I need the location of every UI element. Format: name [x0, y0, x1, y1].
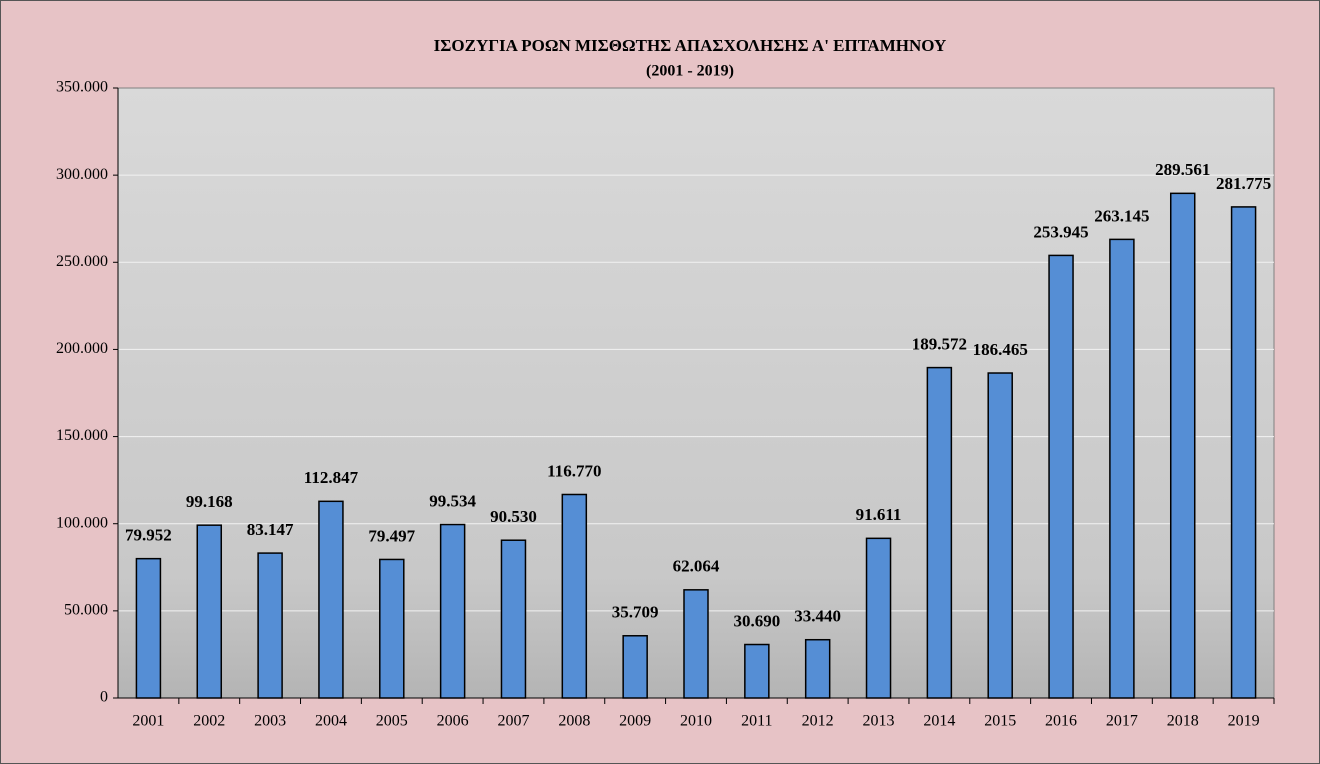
x-tick-label: 2004 — [315, 713, 347, 730]
bar — [135, 557, 162, 699]
data-label: 99.168 — [186, 492, 233, 511]
bar — [865, 537, 892, 699]
data-label: 79.497 — [368, 526, 415, 545]
data-label: 99.534 — [429, 491, 476, 510]
bar — [1048, 254, 1074, 699]
data-label: 281.775 — [1216, 174, 1271, 193]
chart-subtitle: (2001 - 2019) — [646, 63, 734, 80]
x-tick-label: 2018 — [1167, 713, 1199, 730]
bar — [257, 552, 283, 699]
data-label: 189.572 — [912, 335, 967, 354]
x-tick-label: 2014 — [923, 713, 955, 730]
bar — [439, 523, 466, 699]
data-label: 83.147 — [247, 520, 294, 539]
x-tick-label: 2003 — [254, 713, 286, 730]
data-label: 90.530 — [490, 507, 537, 526]
y-tick-label: 100.000 — [56, 514, 108, 531]
bar — [1109, 238, 1135, 699]
data-label: 30.690 — [733, 611, 780, 630]
x-tick-label: 2015 — [984, 713, 1016, 730]
y-tick-label: 50.000 — [64, 602, 108, 619]
bar — [318, 500, 344, 699]
x-tick-label: 2019 — [1228, 713, 1260, 730]
x-tick-label: 2010 — [680, 713, 712, 730]
bar — [804, 638, 831, 699]
y-tick-label: 200.000 — [56, 340, 108, 357]
data-label: 289.561 — [1155, 160, 1210, 179]
data-label: 186.465 — [973, 340, 1028, 359]
bar — [744, 643, 770, 699]
bar — [926, 366, 953, 699]
bar — [1169, 192, 1196, 699]
y-tick-label: 250.000 — [56, 253, 108, 270]
data-label: 33.440 — [794, 607, 841, 626]
x-tick-label: 2016 — [1045, 713, 1077, 730]
x-tick-label: 2007 — [497, 713, 529, 730]
x-tick-label: 2017 — [1106, 713, 1138, 730]
data-label: 112.847 — [304, 468, 359, 487]
bar — [196, 524, 223, 699]
data-label: 91.611 — [856, 505, 902, 524]
data-label: 62.064 — [673, 557, 720, 576]
chart-title: ΙΣΟΖΥΓΙΑ ΡΟΩΝ ΜΙΣΘΩΤΗΣ ΑΠΑΣΧΟΛΗΣΗΣ Α' ΕΠ… — [434, 36, 947, 55]
bar — [379, 558, 405, 699]
x-tick-label: 2011 — [741, 713, 772, 730]
x-tick-label: 2013 — [863, 713, 895, 730]
bar — [561, 493, 588, 699]
y-tick-label: 150.000 — [56, 427, 108, 444]
y-tick-label: 300.000 — [56, 166, 108, 183]
bar — [1230, 206, 1257, 699]
x-tick-label: 2002 — [193, 713, 225, 730]
x-tick-label: 2005 — [376, 713, 408, 730]
x-tick-label: 2006 — [437, 713, 469, 730]
x-tick-label: 2008 — [558, 713, 590, 730]
x-tick-label: 2001 — [132, 713, 164, 730]
data-label: 79.952 — [125, 526, 172, 545]
bar — [622, 635, 648, 699]
bar — [500, 539, 527, 699]
x-tick-label: 2009 — [619, 713, 651, 730]
y-tick-label: 350.000 — [56, 79, 108, 96]
data-label: 116.770 — [547, 461, 601, 480]
bar — [987, 372, 1013, 699]
data-label: 35.709 — [612, 603, 659, 622]
data-label: 253.945 — [1033, 222, 1088, 241]
bar — [683, 589, 709, 699]
x-tick-label: 2012 — [802, 713, 834, 730]
data-label: 263.145 — [1094, 206, 1149, 225]
y-tick-label: 0 — [100, 689, 108, 706]
